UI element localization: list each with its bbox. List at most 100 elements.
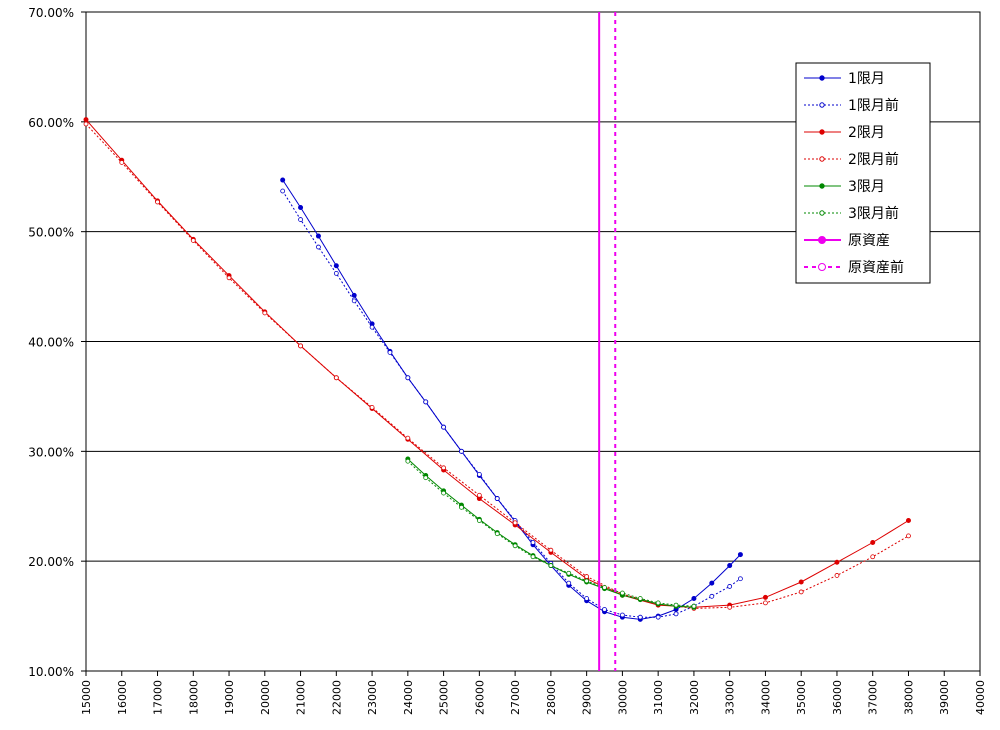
data-point	[691, 603, 697, 609]
data-point	[762, 594, 768, 600]
data-point	[316, 244, 321, 250]
legend-swatch-marker	[819, 102, 825, 108]
x-tick-label: 19000	[223, 680, 236, 715]
x-tick-label: 34000	[759, 680, 772, 715]
x-tick-label: 20000	[259, 680, 272, 715]
series-line	[407, 458, 694, 608]
x-tick-label: 22000	[330, 680, 343, 715]
x-tick-label: 35000	[795, 680, 808, 715]
data-point	[637, 596, 643, 601]
y-tick-labels: 10.00% 20.00% 30.00% 40.00% 50.00% 60.00% 70.0…	[28, 6, 74, 679]
data-point	[870, 539, 876, 545]
legend-swatch-marker	[819, 129, 825, 135]
x-tick-label: 29000	[581, 680, 594, 715]
data-point	[584, 574, 590, 579]
legend-label: 1限月前	[848, 97, 899, 114]
legend-label: 3限月前	[848, 205, 899, 222]
series-line	[85, 123, 909, 609]
data-point	[530, 554, 536, 560]
data-point	[476, 471, 482, 477]
data-point	[441, 465, 447, 471]
data-point	[727, 584, 733, 589]
data-point	[763, 600, 768, 606]
data-point	[298, 205, 304, 211]
legend-box	[795, 62, 931, 284]
x-tick-label: 23000	[366, 680, 379, 715]
x-tick-label: 26000	[473, 680, 486, 715]
series-line	[282, 179, 741, 620]
data-point	[387, 350, 393, 355]
data-point	[602, 585, 607, 590]
data-point	[441, 490, 447, 496]
legend-swatch-marker	[818, 263, 826, 271]
legend-swatch-marker	[819, 75, 825, 81]
data-point	[566, 580, 572, 586]
legend-swatch-marker	[818, 236, 826, 244]
axes	[81, 11, 981, 676]
x-tick-label: 28000	[545, 680, 558, 715]
data-point	[738, 576, 743, 582]
data-point	[691, 596, 697, 602]
legend-label: 原資産前	[848, 259, 904, 276]
y-tick-label: 70.00%	[28, 6, 74, 20]
data-point	[673, 611, 679, 617]
data-point	[798, 579, 804, 585]
data-point	[369, 404, 375, 410]
data-point	[709, 593, 715, 599]
y-tick-label: 60.00%	[28, 116, 74, 130]
data-point	[333, 263, 339, 269]
x-tick-label: 18000	[187, 680, 200, 715]
series-1	[280, 188, 743, 620]
data-point	[262, 310, 268, 316]
data-point	[476, 492, 482, 498]
data-point	[905, 518, 911, 524]
data-point	[566, 570, 572, 576]
series-0	[280, 177, 743, 622]
data-point	[226, 275, 232, 281]
series-line	[282, 190, 741, 618]
y-tick-label: 10.00%	[28, 665, 74, 679]
legend-label: 2限月	[848, 125, 885, 141]
data-point	[351, 298, 357, 304]
x-tick-label: 38000	[902, 680, 915, 715]
data-point	[709, 580, 715, 586]
data-point	[190, 238, 196, 243]
data-point	[423, 399, 429, 405]
data-point	[333, 271, 339, 276]
data-point	[870, 554, 876, 560]
x-tick-label: 40000	[974, 680, 987, 715]
y-tick-label: 40.00%	[28, 336, 74, 350]
data-point	[280, 188, 286, 194]
x-tick-label: 17000	[152, 680, 165, 715]
series-line	[407, 460, 694, 607]
data-point	[476, 518, 482, 523]
data-point	[584, 578, 590, 584]
data-point	[798, 589, 804, 595]
data-point	[83, 121, 89, 127]
x-tick-label: 25000	[438, 680, 451, 715]
data-point	[494, 496, 500, 501]
data-point	[512, 520, 518, 526]
series-3	[83, 121, 911, 611]
data-point	[333, 375, 339, 381]
x-tick-label: 31000	[652, 680, 665, 715]
legend-label: 2限月前	[848, 151, 899, 168]
data-point	[405, 375, 411, 381]
data-point	[155, 199, 160, 205]
legend-label: 1限月	[848, 71, 885, 87]
data-point	[727, 604, 733, 610]
x-tick-label: 27000	[509, 680, 522, 715]
data-point	[906, 533, 911, 539]
x-tick-label: 39000	[938, 680, 951, 715]
data-point	[548, 547, 554, 553]
data-point	[298, 343, 303, 349]
data-point	[548, 563, 554, 568]
y-tick-label: 30.00%	[28, 445, 74, 459]
x-tick-labels: 15000 16000 17000 18000 19000 20000 21000 22000…	[80, 680, 987, 715]
data-point	[737, 552, 743, 558]
data-point	[834, 559, 840, 565]
x-tick-label: 32000	[688, 680, 701, 715]
legend-label: 3限月	[848, 179, 885, 195]
